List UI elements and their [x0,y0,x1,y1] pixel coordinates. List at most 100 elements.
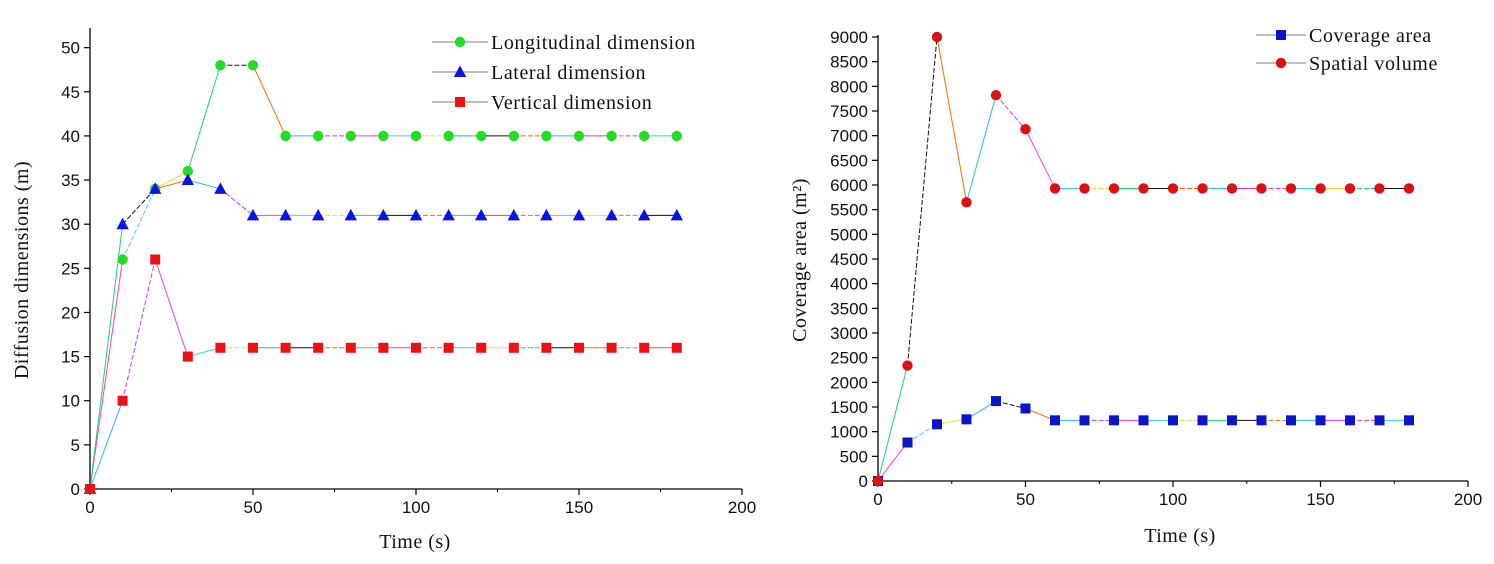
series-segment [187,347,221,358]
series-segment [995,94,1026,130]
data-point [606,342,617,353]
y-tick-label: 40 [61,127,80,146]
legend-label: Longitudinal dimension [491,32,696,54]
y-axis-title: Coverage area (m²) [789,178,811,342]
x-axis-title: Time (s) [1144,525,1216,547]
data-point [991,396,1001,407]
series-segment [1025,129,1056,189]
data-point [1079,183,1090,194]
x-tick-label: 0 [85,498,94,517]
series-segment [89,259,124,490]
series-segment [877,365,908,482]
y-tick-label: 5000 [830,225,868,244]
x-tick-label: 100 [1159,490,1187,509]
data-point [606,130,617,142]
data-point [378,130,389,142]
data-point [279,208,292,221]
data-point [150,254,161,265]
series-1 [873,396,1414,486]
legend-marker [1275,57,1287,69]
data-point [313,342,324,353]
data-point [1256,415,1267,426]
x-tick-label: 0 [873,490,882,509]
data-point [1286,415,1296,426]
data-point [1315,415,1326,426]
data-point [574,342,584,353]
series-2 [872,31,1415,487]
data-point [443,342,454,353]
y-tick-label: 10 [61,392,80,411]
data-point [1138,183,1149,194]
data-point [85,484,95,494]
data-point [638,208,651,221]
x-tick-label: 150 [565,498,593,517]
y-tick-label: 9000 [830,28,868,47]
data-point [1079,415,1090,426]
series-segment [155,179,188,190]
data-point [572,208,586,221]
series-segment [122,188,156,225]
series-segment [907,36,938,366]
legend-label: Spatial volume [1309,53,1438,75]
data-point [442,208,455,221]
y-tick-label: 50 [61,39,80,58]
data-point [344,208,357,221]
data-point [573,130,585,142]
y-tick-label: 2500 [830,349,868,368]
data-point [1227,415,1237,426]
data-point [182,166,193,177]
data-point [961,414,972,425]
data-point [476,342,487,353]
series-segment [122,259,156,401]
data-point [540,208,553,221]
data-point [670,208,683,221]
series-1 [84,60,682,495]
data-point [508,130,519,142]
data-point [1109,415,1119,426]
series-segment [154,170,189,190]
series-segment [936,36,967,203]
x-tick-label: 100 [402,498,430,517]
data-point [1197,415,1208,426]
data-point [1403,183,1415,194]
data-point [246,208,260,221]
data-point [639,342,650,353]
data-point [182,351,193,362]
y-tick-label: 6000 [830,176,868,195]
chart-1: 0 50 100 150 200 0 5 10 15 20 25 30 35 40 45 50 Time (s)… [11,28,756,553]
series-segment [89,224,124,490]
y-tick-label: 8500 [830,53,868,72]
data-point [1404,415,1414,426]
data-point [1138,415,1149,426]
y-tick-label: 7500 [830,102,868,121]
data-point [280,130,291,142]
data-point [931,31,943,43]
data-point [508,342,519,353]
legend-label: Coverage area [1309,25,1432,47]
series-segment [89,400,124,490]
data-point [1108,183,1120,194]
y-tick-label: 7000 [830,127,868,146]
data-point [215,342,226,353]
y-tick-label: 6500 [830,151,868,170]
y-tick-label: 1000 [830,423,868,442]
data-point [1020,124,1031,135]
series-segment [154,259,189,357]
data-point [476,130,487,142]
legend-marker [454,36,466,48]
x-tick-label: 50 [244,498,263,517]
data-point [215,60,226,71]
data-point [1345,415,1355,426]
y-tick-label: 5500 [830,201,868,220]
data-point [475,208,488,221]
y-tick-label: 20 [61,303,80,322]
chart-2: 0 50 100 150 2000500100015002000250030003500… [789,25,1482,547]
y-tick-label: 0 [71,480,80,499]
data-point [961,197,972,208]
x-tick-label: 150 [1306,490,1334,509]
data-point [541,342,552,353]
data-point [411,342,421,353]
y-tick-label: 4500 [830,250,868,269]
data-point [117,254,128,265]
x-axis-title: Time (s) [379,531,451,553]
